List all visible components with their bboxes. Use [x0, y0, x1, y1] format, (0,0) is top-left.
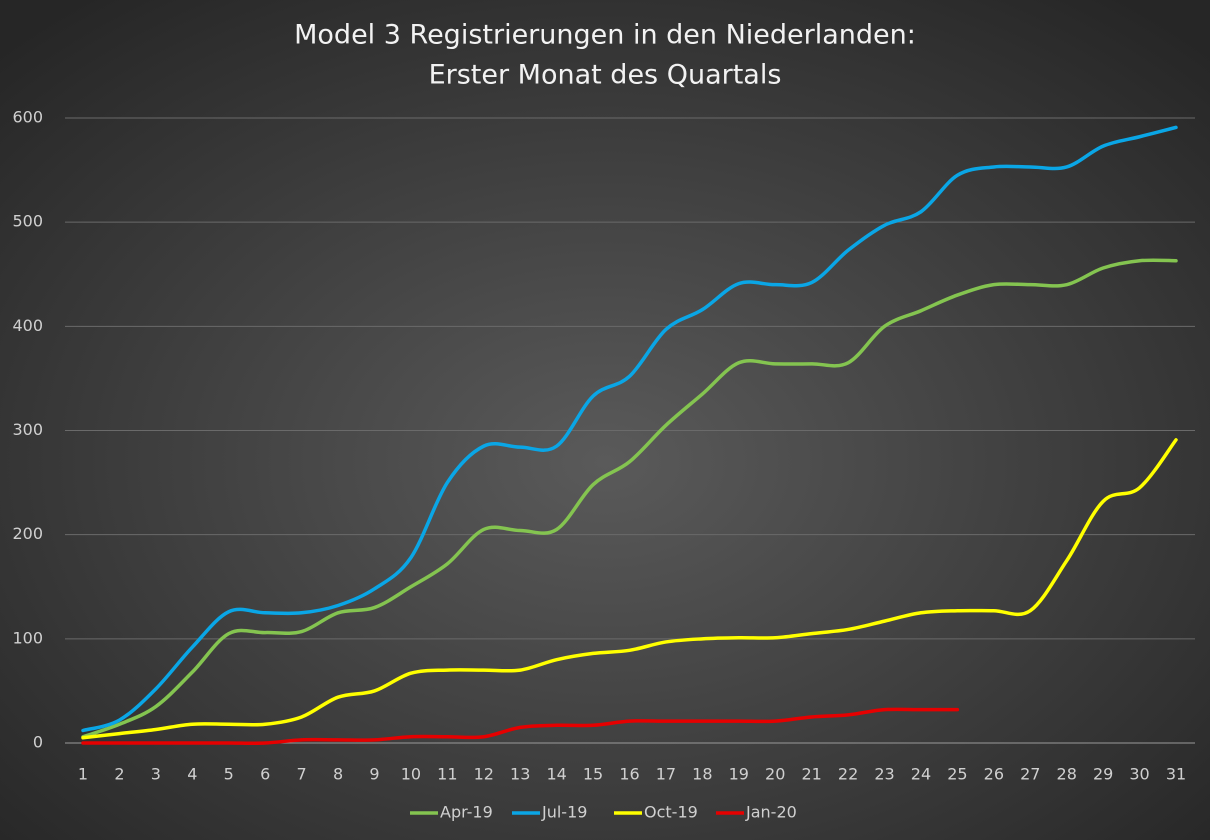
- x-tick-label: 10: [401, 765, 421, 784]
- x-tick-label: 20: [765, 765, 785, 784]
- x-tick-label: 24: [911, 765, 931, 784]
- x-tick-label: 22: [838, 765, 858, 784]
- y-tick-label: 500: [12, 212, 43, 231]
- x-tick-label: 16: [619, 765, 639, 784]
- x-tick-label: 17: [656, 765, 676, 784]
- legend-label: Oct-19: [644, 803, 698, 822]
- x-tick-label: 21: [801, 765, 821, 784]
- y-tick-label: 100: [12, 628, 43, 647]
- x-tick-label: 5: [224, 765, 234, 784]
- x-tick-label: 11: [437, 765, 457, 784]
- chart-title: Model 3 Registrierungen in den Niederlan…: [294, 20, 916, 51]
- series-line: [81, 258, 1178, 739]
- legend-label: Apr-19: [440, 803, 493, 822]
- x-tick-label: 19: [729, 765, 749, 784]
- legend-label: Jan-20: [745, 803, 797, 822]
- x-tick-label: 4: [187, 765, 197, 784]
- x-tick-label: 14: [546, 765, 566, 784]
- series-line: [81, 438, 1178, 740]
- y-tick-label: 300: [12, 420, 43, 439]
- x-tick-label: 26: [984, 765, 1004, 784]
- x-tick-label: 18: [692, 765, 712, 784]
- y-tick-label: 400: [12, 316, 43, 335]
- x-tick-label: 1: [78, 765, 88, 784]
- x-tick-label: 7: [297, 765, 307, 784]
- x-tick-label: 23: [874, 765, 894, 784]
- series-line: [81, 707, 960, 745]
- x-tick-label: 27: [1020, 765, 1040, 784]
- x-tick-label: 30: [1129, 765, 1149, 784]
- x-tick-label: 13: [510, 765, 530, 784]
- x-tick-label: 15: [583, 765, 603, 784]
- x-tick-label: 28: [1057, 765, 1077, 784]
- y-tick-label: 600: [12, 108, 43, 127]
- x-tick-label: 6: [260, 765, 270, 784]
- x-tick-label: 25: [947, 765, 967, 784]
- y-tick-label: 200: [12, 524, 43, 543]
- x-tick-label: 3: [151, 765, 161, 784]
- series-line: [81, 125, 1178, 733]
- x-tick-label: 8: [333, 765, 343, 784]
- x-tick-label: 2: [114, 765, 124, 784]
- x-tick-label: 9: [369, 765, 379, 784]
- chart-title: Erster Monat des Quartals: [429, 60, 782, 91]
- y-tick-label: 0: [33, 733, 43, 752]
- x-tick-label: 12: [474, 765, 494, 784]
- x-tick-label: 31: [1166, 765, 1186, 784]
- x-tick-label: 29: [1093, 765, 1113, 784]
- legend-label: Jul-19: [541, 803, 587, 822]
